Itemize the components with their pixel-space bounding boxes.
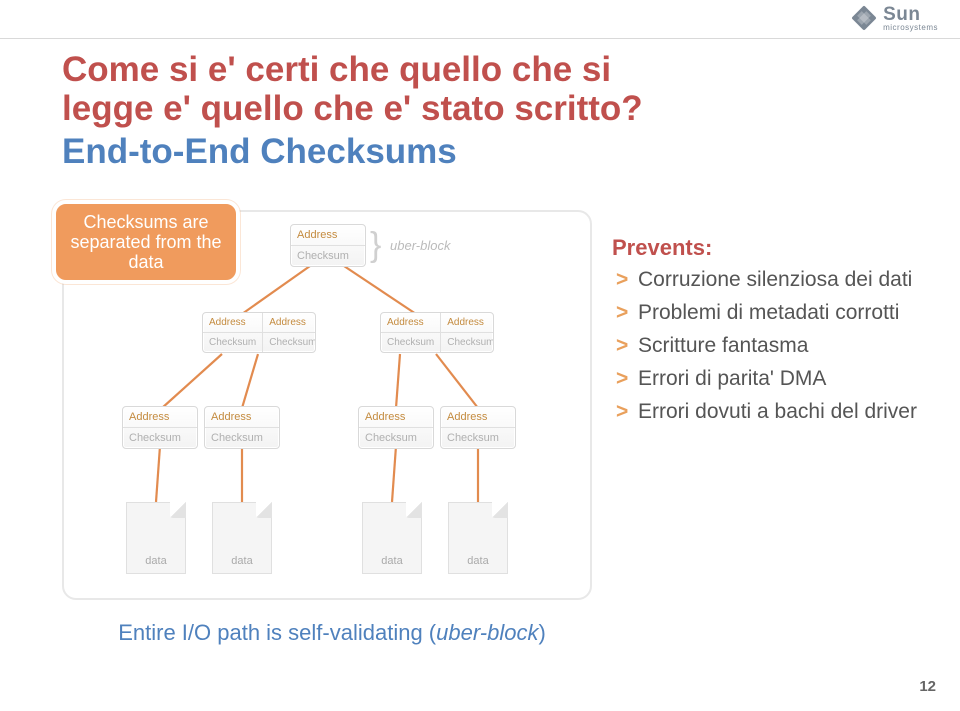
node-checksum-label: Checksum <box>291 245 365 266</box>
brand-name: Sun <box>883 4 920 25</box>
list-item: Corruzione silenziosa dei dati <box>612 267 942 294</box>
footer-caption: Entire I/O path is self-validating (uber… <box>62 620 602 646</box>
slide-topbar: Sun microsystems <box>0 0 960 39</box>
data-leaf: data <box>212 502 272 574</box>
footer-em: uber-block <box>436 620 538 645</box>
data-leaf: data <box>448 502 508 574</box>
checksum-tree-diagram: Checksums are separated from the data Ad… <box>62 210 592 600</box>
data-leaf: data <box>362 502 422 574</box>
tree-root-node: Address Checksum <box>290 224 366 267</box>
slide-title-block: Come si e' certi che quello che si legge… <box>62 50 802 173</box>
footer-post: ) <box>538 620 545 645</box>
title-line-1: Come si e' certi che quello che si <box>62 50 802 89</box>
brand-logo: Sun microsystems <box>851 4 938 32</box>
page-number: 12 <box>919 678 936 695</box>
brand-sub: microsystems <box>883 23 938 32</box>
sun-logo-icon <box>851 5 877 31</box>
list-item: Problemi di metadati corrotti <box>612 300 942 327</box>
uber-block-brace: } <box>370 226 381 265</box>
tree-leaf-node: Address Checksum <box>204 406 280 449</box>
node-address-label: Address <box>291 225 365 245</box>
tree-leaf-node: Address Checksum <box>440 406 516 449</box>
uber-block-label: uber-block <box>390 238 450 253</box>
data-leaf: data <box>126 502 186 574</box>
tree-mid-node: Address Checksum Address Checksum <box>202 312 316 353</box>
prevents-block: Prevents: Corruzione silenziosa dei dati… <box>612 235 942 431</box>
list-item: Scritture fantasma <box>612 333 942 360</box>
list-item: Errori di parita' DMA <box>612 366 942 393</box>
prevents-title: Prevents: <box>612 235 942 261</box>
subtitle: End-to-End Checksums <box>62 132 802 172</box>
tree-leaf-node: Address Checksum <box>358 406 434 449</box>
tree-leaf-node: Address Checksum <box>122 406 198 449</box>
prevents-list: Corruzione silenziosa dei dati Problemi … <box>612 267 942 425</box>
tree-mid-node: Address Checksum Address Checksum <box>380 312 494 353</box>
callout-box: Checksums are separated from the data <box>52 200 240 284</box>
list-item: Errori dovuti a bachi del driver <box>612 399 942 426</box>
title-line-2: legge e' quello che e' stato scritto? <box>62 89 802 128</box>
footer-pre: Entire I/O path is self-validating ( <box>118 620 436 645</box>
